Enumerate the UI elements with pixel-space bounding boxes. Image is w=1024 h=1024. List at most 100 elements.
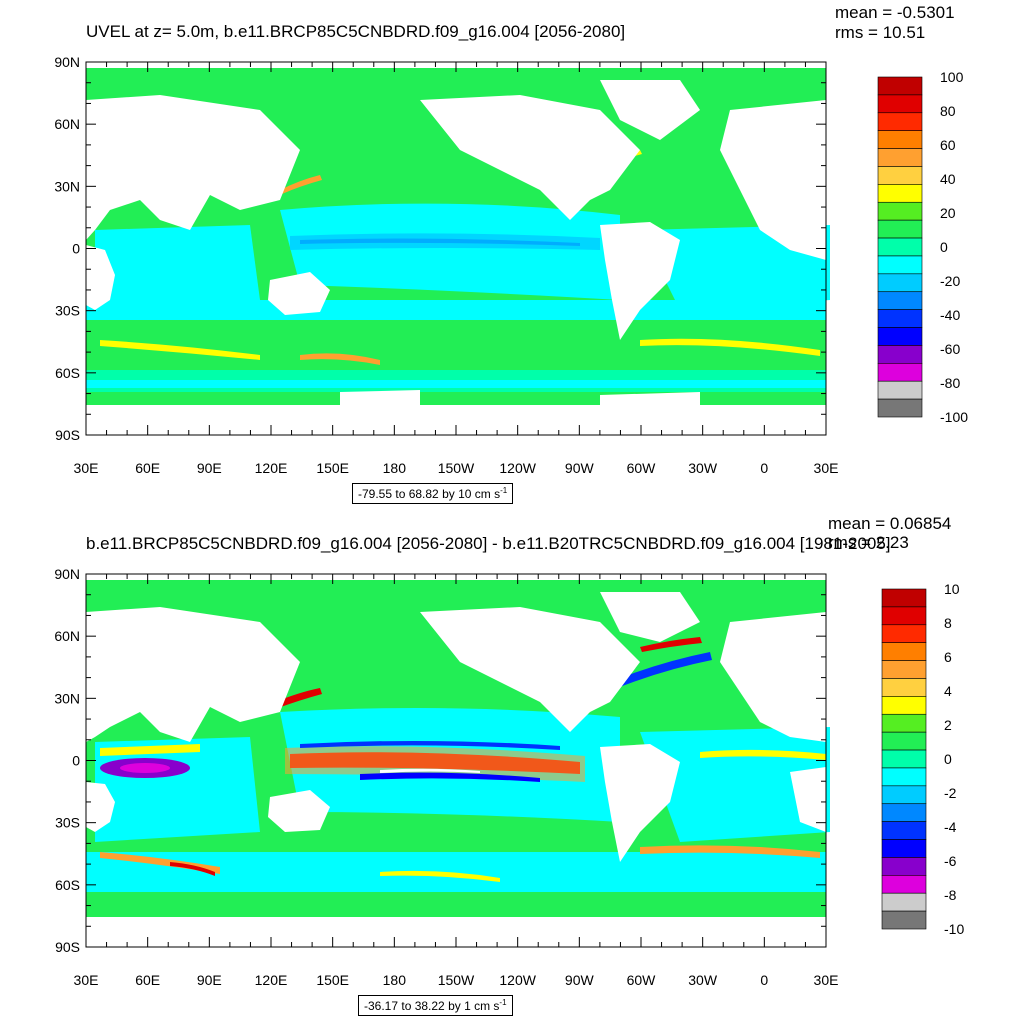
colorbar-swatch xyxy=(881,767,927,787)
eq-blue-north xyxy=(300,740,560,750)
colorbar-label: 40 xyxy=(940,171,956,187)
acc-streak-3 xyxy=(640,338,820,356)
kuroshio-anomaly xyxy=(275,688,322,708)
lon-tick-label: 30E xyxy=(74,972,99,988)
lon-tick-label: 90W xyxy=(565,460,595,476)
north-america xyxy=(420,607,640,732)
lon-tick-label: 150E xyxy=(316,972,349,988)
colorbar-swatch xyxy=(877,255,923,275)
colorbar-label: -60 xyxy=(940,341,960,357)
colorbar-label: -4 xyxy=(944,819,957,835)
colorbar-swatch xyxy=(877,398,923,418)
colorbar-label: -6 xyxy=(944,853,957,869)
eurasia xyxy=(86,95,300,240)
lon-tick-label: 0 xyxy=(760,460,768,476)
lat-tick-label: 60S xyxy=(55,877,80,893)
lon-tick-label: 30W xyxy=(688,972,718,988)
colorbar-label: -80 xyxy=(940,375,960,391)
eurasia xyxy=(86,607,300,742)
africa xyxy=(86,245,115,310)
rms-stat: rms = 2.23 xyxy=(828,533,909,552)
colorbar-label: 4 xyxy=(944,683,952,699)
lon-tick-label: 90E xyxy=(197,972,222,988)
colorbar-top: 100 80 60 40 20 0 -20 -40 -60 -80 -100 xyxy=(877,69,968,425)
lat-tick-label: 90N xyxy=(54,54,80,70)
lon-tick-label: 30E xyxy=(74,460,99,476)
lon-ticks-bottom: 30E 60E 90E 120E 150E 180 150W 120W 90W 60W 30W 0 30… xyxy=(74,574,838,988)
lon-tick-label: 120E xyxy=(255,972,288,988)
acc-streak-3 xyxy=(640,845,820,858)
lon-tick-label: 120E xyxy=(255,460,288,476)
mean-stat: mean = -0.5301 xyxy=(835,3,955,22)
acc-streak-2 xyxy=(300,353,380,365)
contour-range-label: -36.17 to 38.22 by 1 cm s-1 xyxy=(358,995,513,1016)
lat-tick-label: 90N xyxy=(54,566,80,582)
lat-tick-label: 60N xyxy=(54,628,80,644)
colorbar-swatch xyxy=(881,713,927,733)
gulf-stream-red xyxy=(640,637,702,652)
colorbar-swatch xyxy=(881,731,927,751)
africa-right xyxy=(790,767,826,832)
lat-ticks-top: 90N 60N 30N 0 30S 60S 90S xyxy=(54,54,826,443)
colorbar-swatch xyxy=(877,130,923,149)
colorbar-label: 2 xyxy=(944,717,952,733)
atlantic-cyan xyxy=(640,225,830,310)
colorbar-swatch xyxy=(877,273,923,293)
gulf-stream-anomaly xyxy=(610,652,712,690)
lat-tick-label: 30S xyxy=(55,303,80,319)
colorbar-swatch xyxy=(877,166,923,185)
lon-tick-label: 30W xyxy=(688,460,718,476)
acc-streak-1 xyxy=(100,340,260,360)
lat-tick-label: 0 xyxy=(72,241,80,257)
eq-orange xyxy=(285,746,585,782)
contour-range-label: -79.55 to 68.82 by 10 cm s-1 xyxy=(352,483,514,504)
lon-tick-label: 150W xyxy=(438,972,475,988)
colorbar-swatch xyxy=(877,184,923,203)
southern-cyan-band xyxy=(86,852,826,892)
indian-magenta-core xyxy=(120,763,170,773)
lat-tick-label: 0 xyxy=(72,753,80,769)
colorbar-swatch xyxy=(877,148,923,167)
colorbar-label: -100 xyxy=(940,409,968,425)
colorbar-swatch xyxy=(881,857,927,876)
colorbar-swatch xyxy=(877,309,923,328)
map-panel-top: UVEL at z= 5.0m, b.e11.BRCP85C5CNBDRD.f0… xyxy=(54,3,968,504)
colorbar-label: 0 xyxy=(940,239,948,255)
colorbar-swatch xyxy=(877,94,923,114)
europe-africa-right xyxy=(720,100,826,260)
colorbar-swatch xyxy=(881,803,927,822)
mean-stat: mean = 0.06854 xyxy=(828,514,952,533)
lon-tick-label: 180 xyxy=(383,460,407,476)
gulf-stream xyxy=(280,175,322,194)
north-america xyxy=(420,95,640,220)
atlantic-eq-band xyxy=(700,749,826,760)
lat-ticks-bottom: 90N 60N 30N 0 30S 60S 90S xyxy=(54,566,826,955)
colorbar-label: 100 xyxy=(940,69,964,85)
colorbar-swatch xyxy=(877,380,923,400)
lat-tick-label: 90S xyxy=(55,427,80,443)
colorbar-swatch xyxy=(881,785,927,805)
land-masses xyxy=(86,62,826,435)
lon-tick-label: 60W xyxy=(627,460,657,476)
colorbar-swatch xyxy=(877,219,923,239)
south-america xyxy=(600,744,680,862)
colorbar-swatch xyxy=(877,363,923,382)
eq-lightblue xyxy=(290,233,600,250)
acc-streak-2 xyxy=(170,862,215,876)
colorbar-swatch xyxy=(877,291,923,310)
colorbar-label: -8 xyxy=(944,887,957,903)
lon-tick-label: 60E xyxy=(135,972,160,988)
greenland xyxy=(600,592,700,642)
lat-tick-label: 30N xyxy=(54,178,80,194)
map-plot-bottom: 90N 60N 30N 0 30S 60S 90S 30E 60E 90E 120E 150E 180… xyxy=(54,566,964,988)
pacific-equatorial-current xyxy=(280,203,620,300)
indian-ocean-cyan xyxy=(95,225,260,310)
indian-yellow xyxy=(100,744,200,756)
colorbar-swatch xyxy=(877,112,923,131)
colorbar-label: -10 xyxy=(944,921,964,937)
colorbar-swatch xyxy=(881,606,927,626)
lon-tick-label: 120W xyxy=(499,972,536,988)
colorbar-swatch xyxy=(877,201,923,221)
lon-tick-label: 0 xyxy=(760,972,768,988)
colorbar-swatch xyxy=(881,660,927,679)
